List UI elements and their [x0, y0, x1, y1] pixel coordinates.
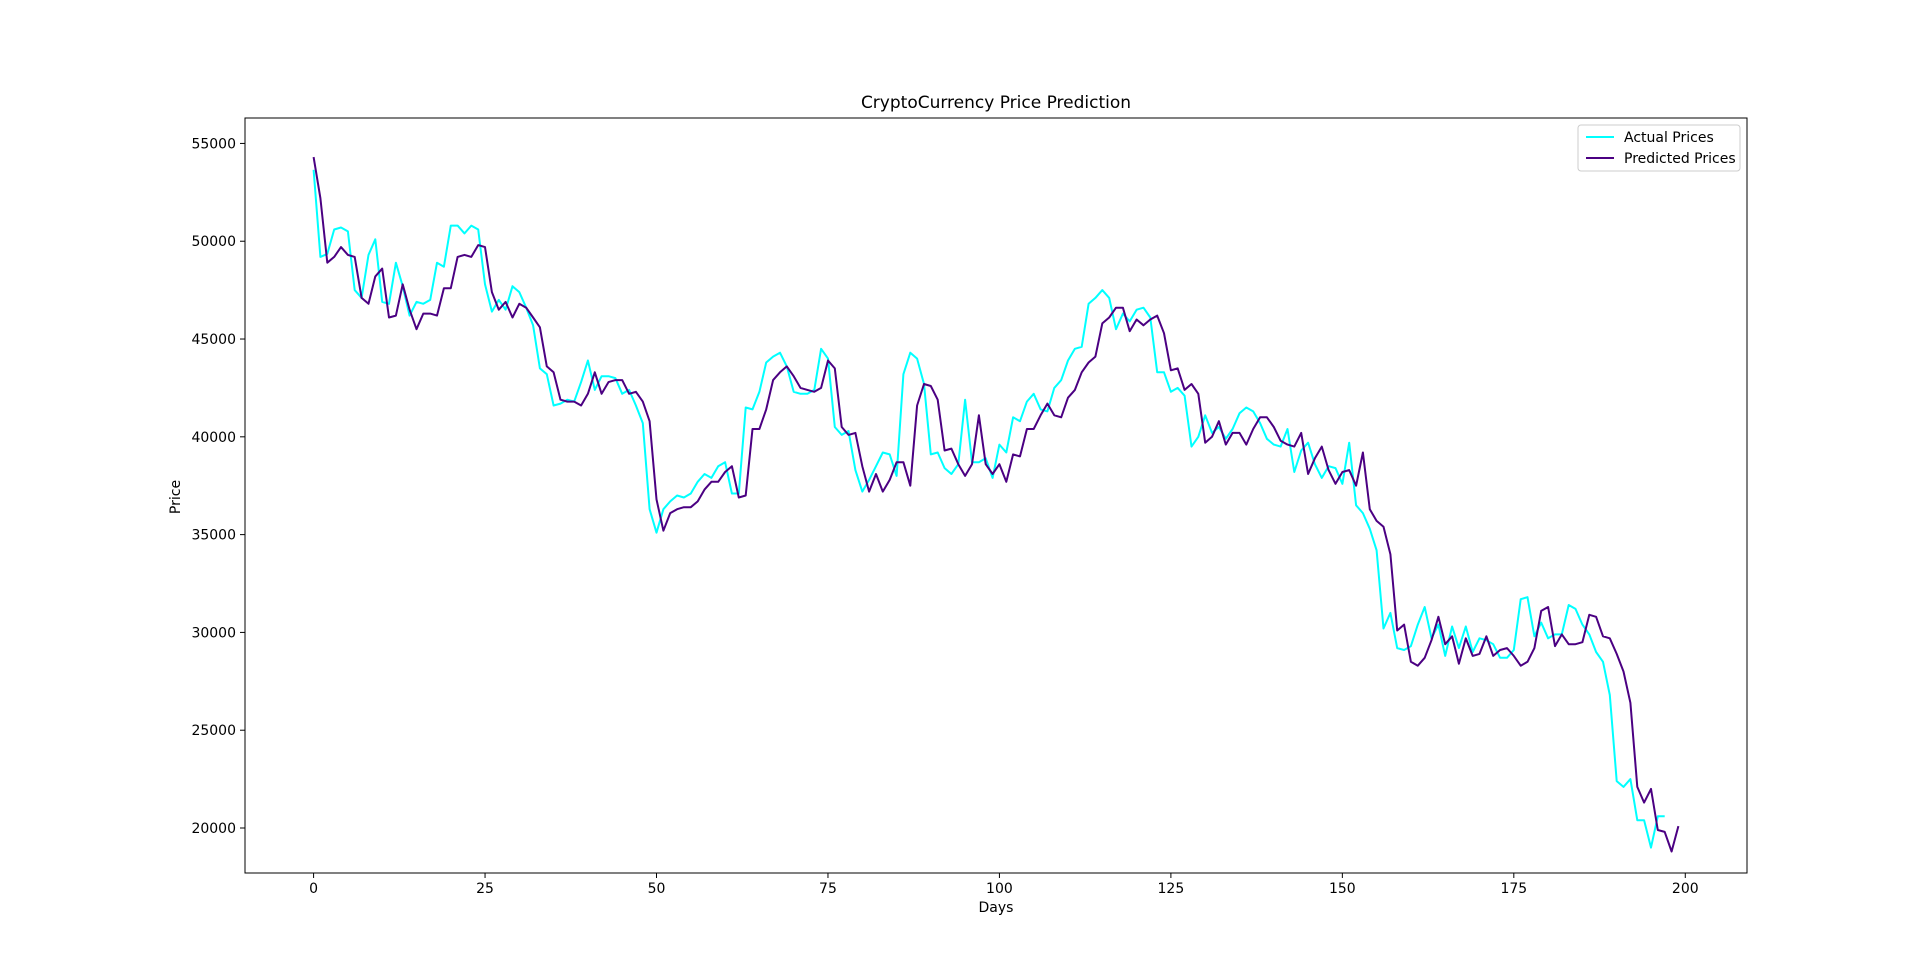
x-tick-label: 100	[986, 881, 1013, 897]
x-tick-label: 125	[1158, 881, 1185, 897]
legend-label: Actual Prices	[1624, 130, 1714, 146]
y-axis-label: Price	[168, 480, 184, 514]
y-tick-label: 45000	[191, 332, 236, 348]
y-tick-label: 50000	[191, 234, 236, 250]
x-axis-label: Days	[979, 900, 1014, 916]
plot-frame	[244, 117, 1748, 874]
y-tick-label: 35000	[191, 528, 236, 544]
chart-title: CryptoCurrency Price Prediction	[861, 93, 1131, 113]
legend-box	[1577, 124, 1741, 172]
x-tick-label: 200	[1672, 881, 1699, 897]
series-line-predicted-prices	[312, 156, 1680, 853]
x-tick-label: 175	[1500, 881, 1527, 897]
y-tick-label: 25000	[191, 723, 236, 739]
y-tick-label: 40000	[191, 430, 236, 446]
x-tick-label: 0	[309, 881, 318, 897]
x-tick-label: 75	[819, 881, 837, 897]
x-tick-label: 25	[476, 881, 494, 897]
legend-label: Predicted Prices	[1624, 151, 1736, 167]
y-tick-label: 30000	[191, 625, 236, 641]
x-tick-label: 50	[648, 881, 666, 897]
y-axis-ticks: 20000 25000 30000 35000 40000 45000 50000 55000	[191, 136, 245, 837]
series-line-actual-prices	[312, 169, 1665, 849]
series-lines	[312, 156, 1680, 853]
y-tick-label: 20000	[191, 821, 236, 837]
x-axis-ticks: 0 25 50 75 100 125 150 175 200	[309, 873, 1699, 897]
legend: Actual Prices Predicted Prices	[1577, 124, 1741, 172]
x-tick-label: 150	[1329, 881, 1356, 897]
y-tick-label: 55000	[191, 136, 236, 152]
